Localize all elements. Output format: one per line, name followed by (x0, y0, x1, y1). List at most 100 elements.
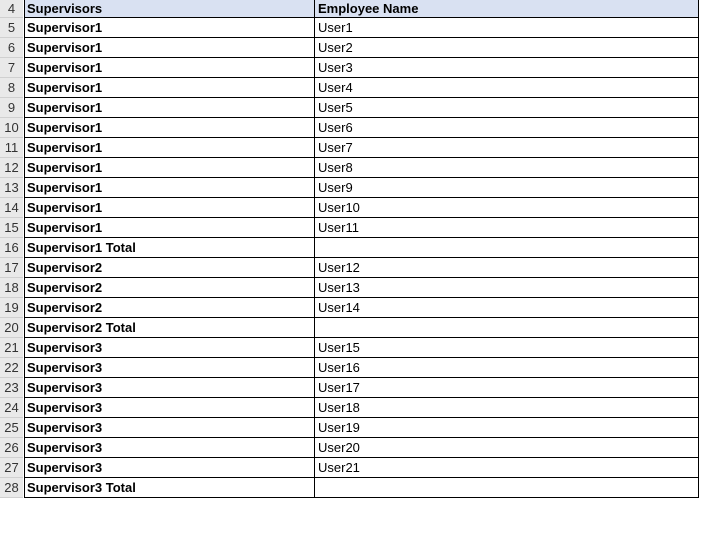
supervisor-cell[interactable]: Supervisor1 (24, 98, 314, 118)
row-number[interactable]: 26 (0, 438, 23, 458)
table-row: 10 Supervisor1 User6 (0, 118, 700, 138)
table-row: 24 Supervisor3 User18 (0, 398, 700, 418)
employee-name-cell[interactable]: User20 (314, 438, 699, 458)
employee-name-cell[interactable]: User1 (314, 18, 699, 38)
row-number[interactable]: 18 (0, 278, 23, 298)
table-row: 23 Supervisor3 User17 (0, 378, 700, 398)
employee-name-cell[interactable]: User8 (314, 158, 699, 178)
employee-name-cell[interactable]: User15 (314, 338, 699, 358)
supervisor-cell[interactable]: Supervisor1 (24, 38, 314, 58)
employee-name-cell[interactable]: User3 (314, 58, 699, 78)
supervisor-cell[interactable]: Supervisor1 (24, 58, 314, 78)
employee-name-cell[interactable]: User13 (314, 278, 699, 298)
supervisor-cell[interactable]: Supervisor2 (24, 278, 314, 298)
header-row: 4 Supervisors Employee Name (0, 0, 700, 18)
supervisor-cell[interactable]: Supervisor3 (24, 358, 314, 378)
supervisor-cell[interactable]: Supervisor3 (24, 338, 314, 358)
table-row: 14 Supervisor1 User10 (0, 198, 700, 218)
employee-name-cell[interactable]: User19 (314, 418, 699, 438)
table-row: 18 Supervisor2 User13 (0, 278, 700, 298)
employee-name-cell[interactable]: User17 (314, 378, 699, 398)
supervisor-cell[interactable]: Supervisor3 (24, 378, 314, 398)
employee-name-cell[interactable]: User16 (314, 358, 699, 378)
row-number[interactable]: 10 (0, 118, 23, 138)
supervisor-cell[interactable]: Supervisor1 Total (24, 238, 314, 258)
supervisor-cell[interactable]: Supervisor2 (24, 258, 314, 278)
row-number[interactable]: 12 (0, 158, 23, 178)
row-number[interactable]: 23 (0, 378, 23, 398)
employee-name-cell[interactable]: User5 (314, 98, 699, 118)
supervisor-cell[interactable]: Supervisor3 (24, 438, 314, 458)
supervisor-cell[interactable]: Supervisor3 (24, 458, 314, 478)
employee-name-cell[interactable]: User14 (314, 298, 699, 318)
row-number[interactable]: 14 (0, 198, 23, 218)
table-row: 27 Supervisor3 User21 (0, 458, 700, 478)
header-cell-supervisors[interactable]: Supervisors (24, 0, 314, 18)
table-row: 20 Supervisor2 Total (0, 318, 700, 338)
table-row: 22 Supervisor3 User16 (0, 358, 700, 378)
row-number[interactable]: 15 (0, 218, 23, 238)
supervisor-cell[interactable]: Supervisor1 (24, 218, 314, 238)
header-cell-employee-name[interactable]: Employee Name (314, 0, 699, 18)
employee-name-cell[interactable] (314, 478, 699, 498)
supervisor-cell[interactable]: Supervisor1 (24, 178, 314, 198)
row-number[interactable]: 9 (0, 98, 23, 118)
row-number[interactable]: 17 (0, 258, 23, 278)
employee-name-cell[interactable]: User2 (314, 38, 699, 58)
table-row: 9 Supervisor1 User5 (0, 98, 700, 118)
supervisor-cell[interactable]: Supervisor1 (24, 18, 314, 38)
row-number[interactable]: 6 (0, 38, 23, 58)
employee-name-cell[interactable]: User9 (314, 178, 699, 198)
row-number[interactable]: 28 (0, 478, 23, 498)
supervisor-cell[interactable]: Supervisor1 (24, 118, 314, 138)
employee-name-cell[interactable] (314, 238, 699, 258)
supervisor-cell[interactable]: Supervisor1 (24, 78, 314, 98)
row-number[interactable]: 24 (0, 398, 23, 418)
row-number[interactable]: 11 (0, 138, 23, 158)
table-row: 16 Supervisor1 Total (0, 238, 700, 258)
table-row: 13 Supervisor1 User9 (0, 178, 700, 198)
supervisor-cell[interactable]: Supervisor2 (24, 298, 314, 318)
employee-name-cell[interactable]: User12 (314, 258, 699, 278)
supervisor-cell[interactable]: Supervisor3 (24, 418, 314, 438)
supervisor-cell[interactable]: Supervisor1 (24, 158, 314, 178)
row-number[interactable]: 21 (0, 338, 23, 358)
employee-name-cell[interactable]: User4 (314, 78, 699, 98)
supervisor-cell[interactable]: Supervisor1 (24, 198, 314, 218)
employee-name-cell[interactable]: User7 (314, 138, 699, 158)
supervisor-cell[interactable]: Supervisor3 Total (24, 478, 314, 498)
table-row: 8 Supervisor1 User4 (0, 78, 700, 98)
supervisor-cell[interactable]: Supervisor2 Total (24, 318, 314, 338)
employee-name-cell[interactable] (314, 318, 699, 338)
row-number[interactable]: 4 (0, 0, 23, 18)
employee-name-cell[interactable]: User21 (314, 458, 699, 478)
row-number[interactable]: 25 (0, 418, 23, 438)
row-number[interactable]: 16 (0, 238, 23, 258)
supervisor-cell[interactable]: Supervisor3 (24, 398, 314, 418)
table-row: 19 Supervisor2 User14 (0, 298, 700, 318)
table-row: 26 Supervisor3 User20 (0, 438, 700, 458)
supervisor-cell[interactable]: Supervisor1 (24, 138, 314, 158)
table-row: 25 Supervisor3 User19 (0, 418, 700, 438)
row-number[interactable]: 20 (0, 318, 23, 338)
table-row: 15 Supervisor1 User11 (0, 218, 700, 238)
table-row: 17 Supervisor2 User12 (0, 258, 700, 278)
row-number[interactable]: 7 (0, 58, 23, 78)
row-number[interactable]: 13 (0, 178, 23, 198)
row-number[interactable]: 8 (0, 78, 23, 98)
row-number[interactable]: 5 (0, 18, 23, 38)
table-row: 7 Supervisor1 User3 (0, 58, 700, 78)
table-row: 11 Supervisor1 User7 (0, 138, 700, 158)
row-number[interactable]: 22 (0, 358, 23, 378)
employee-name-cell[interactable]: User6 (314, 118, 699, 138)
table-row: 21 Supervisor3 User15 (0, 338, 700, 358)
table-row: 6 Supervisor1 User2 (0, 38, 700, 58)
row-number[interactable]: 27 (0, 458, 23, 478)
row-number[interactable]: 19 (0, 298, 23, 318)
employee-name-cell[interactable]: User11 (314, 218, 699, 238)
table-row: 5 Supervisor1 User1 (0, 18, 700, 38)
employee-name-cell[interactable]: User10 (314, 198, 699, 218)
employee-name-cell[interactable]: User18 (314, 398, 699, 418)
table-row: 28 Supervisor3 Total (0, 478, 700, 498)
table-row: 12 Supervisor1 User8 (0, 158, 700, 178)
